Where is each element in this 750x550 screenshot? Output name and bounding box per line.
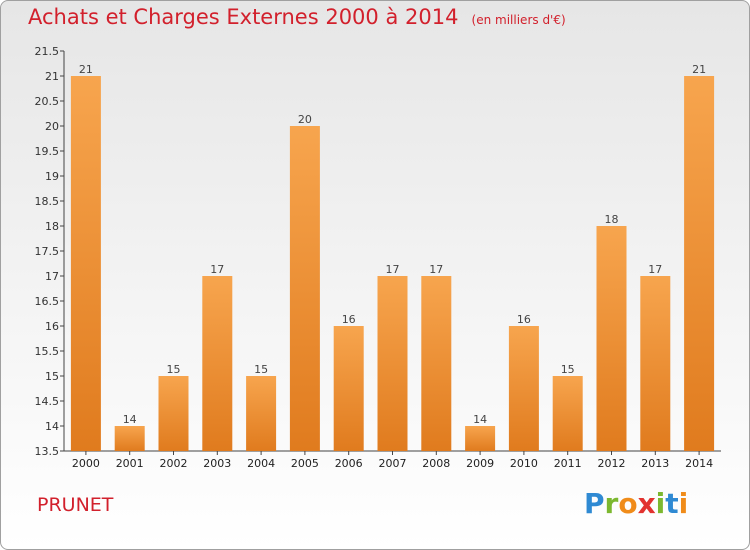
x-tick-label-2013: 2013 [641,457,669,470]
bar-2000 [70,76,101,451]
logo-letter: i [678,487,689,520]
x-tick-label-2002: 2002 [160,457,188,470]
x-tick-label-2008: 2008 [422,457,450,470]
y-tick-label: 18 [45,220,59,233]
data-label-2013: 17 [648,263,662,276]
bar-2014 [684,76,715,451]
proxiti-logo[interactable]: Proxiti [584,487,688,520]
logo-letter: r [604,487,619,520]
logo-letter: x [637,487,656,520]
bar-2002 [158,376,189,451]
data-label-2011: 15 [561,363,575,376]
data-label-2003: 17 [210,263,224,276]
data-label-2008: 17 [429,263,443,276]
x-tick-label-2001: 2001 [116,457,144,470]
data-label-2014: 21 [692,63,706,76]
data-label-2001: 14 [123,413,137,426]
data-label-2000: 21 [79,63,93,76]
data-label-2009: 14 [473,413,487,426]
y-tick-label: 19 [45,170,59,183]
bars: 21 14 15 17 15 20 16 17 17 14 16 15 18 17 21 [70,63,715,451]
y-tick-label: 21.5 [35,45,60,58]
bar-2013 [640,276,671,451]
x-tick-label-2006: 2006 [335,457,363,470]
y-tick-label: 20.5 [35,95,60,108]
x-tick-label-2000: 2000 [72,457,100,470]
logo-letter: o [618,487,638,520]
y-tick-label: 17 [45,270,59,283]
data-label-2006: 16 [342,313,356,326]
x-tick-label-2004: 2004 [247,457,275,470]
bar-2005 [289,126,320,451]
y-tick-label: 16 [45,320,59,333]
logo-letter: i [655,487,666,520]
logo-letter: P [584,487,605,520]
x-axis-ticks: 2000 2001 2002 2003 2004 2005 2006 2007 2008 2009… [72,451,713,470]
bar-2008 [421,276,452,451]
data-label-2002: 15 [167,363,181,376]
y-tick-label: 21 [45,70,59,83]
chart-title-text: Achats et Charges Externes 2000 à 2014 [28,5,459,29]
x-tick-label-2012: 2012 [598,457,626,470]
bar-2009 [465,426,496,451]
data-label-2007: 17 [386,263,400,276]
chart-title: Achats et Charges Externes 2000 à 2014 (… [28,5,566,29]
logo-letter: t [665,487,679,520]
bar-2010 [508,326,539,451]
y-tick-label: 20 [45,120,59,133]
bar-2012 [596,226,627,451]
y-tick-label: 15 [45,370,59,383]
y-tick-label: 15.5 [35,345,60,358]
y-tick-label: 13.5 [35,445,60,458]
bar-2006 [333,326,364,451]
x-tick-label-2005: 2005 [291,457,319,470]
chart-unit-text: (en milliers d'€) [471,13,566,27]
y-tick-label: 19.5 [35,145,60,158]
data-label-2012: 18 [605,213,619,226]
bar-2001 [114,426,145,451]
data-label-2004: 15 [254,363,268,376]
x-tick-label-2010: 2010 [510,457,538,470]
y-tick-label: 18.5 [35,195,60,208]
y-axis-ticks: 13.5 14 14.5 15 15.5 16 16.5 17 17.5 18 18.5 19 19.5… [35,45,64,458]
bar-2007 [377,276,408,451]
x-tick-label-2014: 2014 [685,457,713,470]
y-tick-label: 17.5 [35,245,60,258]
bar-2011 [552,376,583,451]
bar-2004 [246,376,277,451]
y-tick-label: 16.5 [35,295,60,308]
data-label-2010: 16 [517,313,531,326]
x-tick-label-2003: 2003 [203,457,231,470]
x-tick-label-2007: 2007 [379,457,407,470]
y-tick-label: 14 [45,420,59,433]
x-tick-label-2009: 2009 [466,457,494,470]
x-tick-label-2011: 2011 [554,457,582,470]
data-label-2005: 20 [298,113,312,126]
commune-name: PRUNET [37,494,114,516]
bar-2003 [202,276,233,451]
y-tick-label: 14.5 [35,395,60,408]
